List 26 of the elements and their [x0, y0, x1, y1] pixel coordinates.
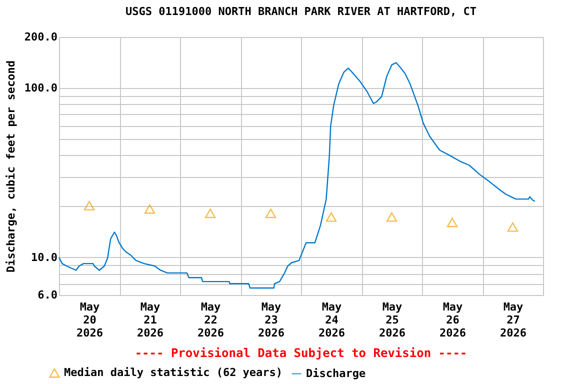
x-tick-label: May 24 2026: [318, 300, 346, 340]
point: [204, 208, 216, 218]
point: [326, 212, 337, 222]
x-tick-label: May 21 2026: [137, 300, 164, 340]
x-tick-label: May 23 2026: [258, 300, 285, 340]
point: [144, 204, 156, 214]
point: [446, 218, 458, 228]
x-tick-label: May 25 2026: [379, 300, 406, 340]
y-tick-label: 100.0: [24, 82, 58, 94]
x-tick-label: May 20 2026: [76, 300, 104, 340]
point: [265, 208, 276, 218]
legend-label: Median daily statistic (62 years): [64, 366, 283, 379]
chart-title: USGS 01191000 NORTH BRANCH PARK RIVER AT HARTFORD, CT: [126, 5, 477, 18]
x-tick-label: May 26 2026: [440, 300, 466, 340]
legend-label: Discharge: [306, 366, 366, 380]
y-tick-label: 10.0: [31, 250, 58, 264]
point: [84, 200, 95, 210]
y-tick-label: 6.0: [38, 288, 58, 302]
line-series: [58, 62, 536, 289]
text: ---- Provisional Data Subject to Revision ----: [134, 346, 468, 360]
y-tick-label: 200.0: [24, 30, 58, 44]
point: [386, 212, 398, 222]
point: [507, 222, 518, 232]
y-axis-title: Discharge, cubic feet per second: [4, 60, 18, 272]
x-tick-label: May 27 2026: [500, 300, 527, 340]
x-tick-label: May 22 2026: [198, 300, 224, 340]
